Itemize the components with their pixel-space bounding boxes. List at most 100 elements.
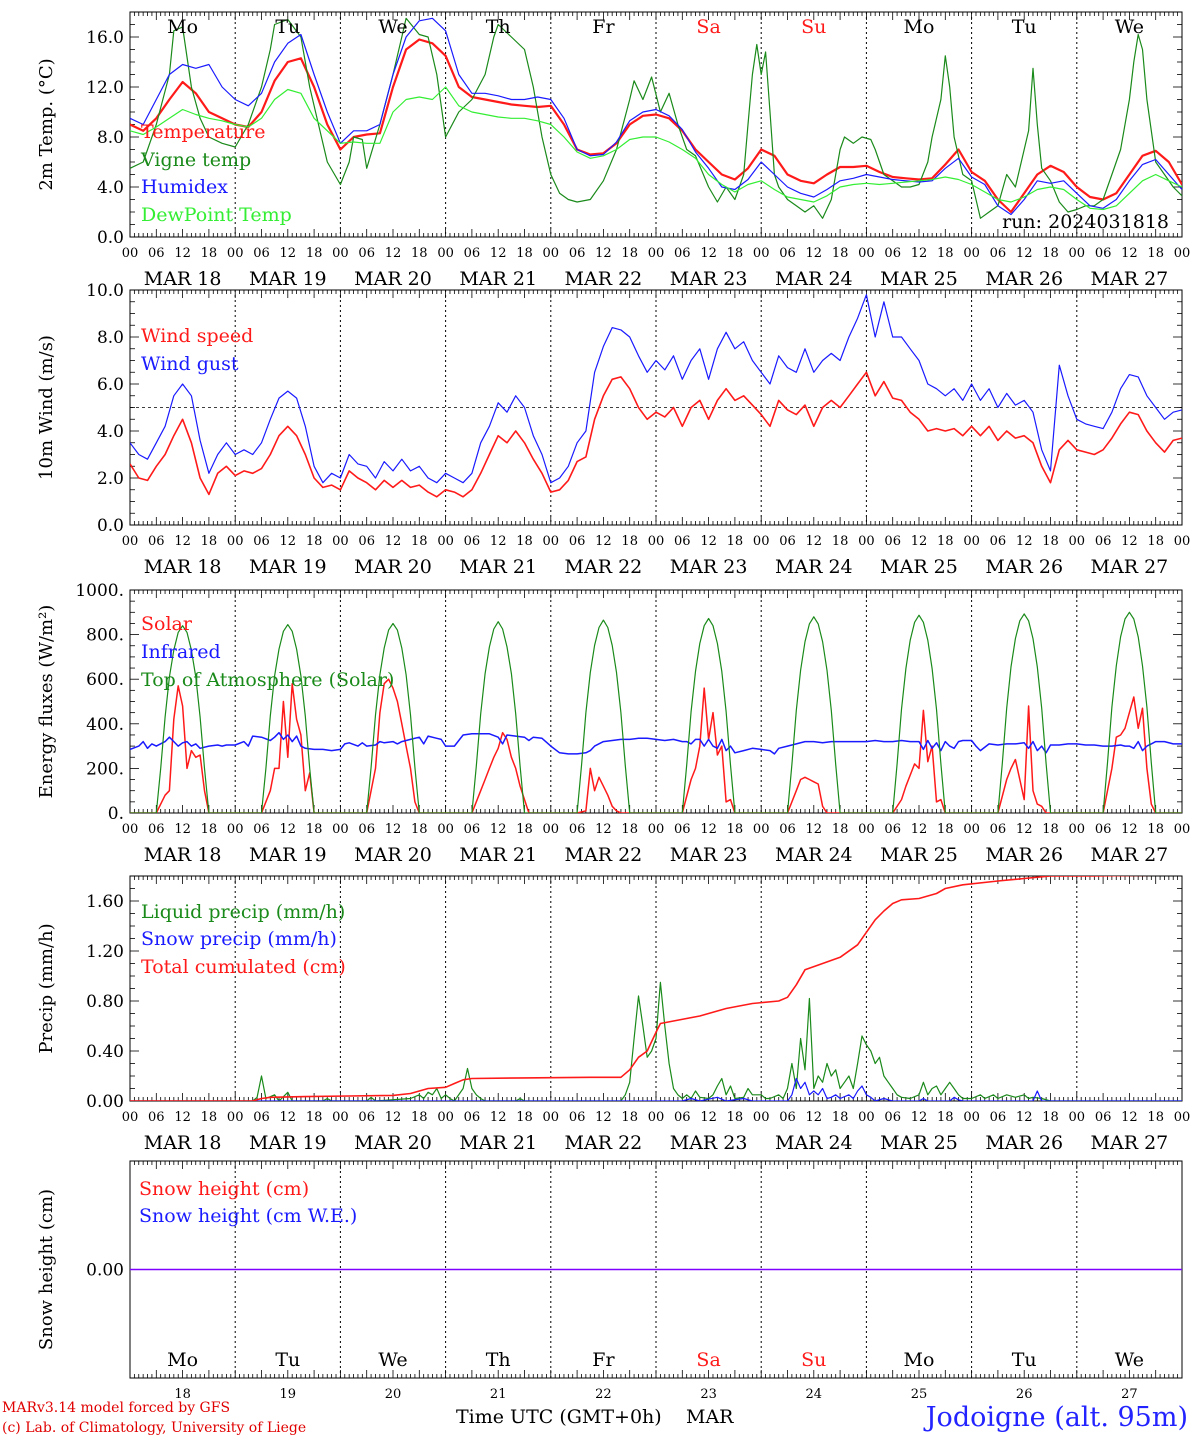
hour-tick-label: 12 <box>280 246 297 261</box>
day-number-label: 24 <box>806 1387 823 1402</box>
date-label: MAR 23 <box>670 268 748 290</box>
hour-tick-label: 00 <box>332 246 349 261</box>
date-label: MAR 22 <box>565 844 643 866</box>
legend-entry: Total cumulated (cm) <box>141 956 346 978</box>
date-label: MAR 26 <box>985 556 1063 578</box>
series-line <box>130 294 1182 484</box>
hour-tick-label: 12 <box>1121 1110 1138 1125</box>
hour-tick-label: 18 <box>411 1110 428 1125</box>
y-tick-label: 0.0 <box>97 228 124 248</box>
hour-tick-label: 12 <box>490 246 507 261</box>
hour-tick-label: 00 <box>963 822 980 837</box>
y-axis-title: 2m Temp. (°C) <box>36 58 57 190</box>
hour-tick-label: 12 <box>595 534 612 549</box>
panel-2: 0.0 2.0 4.0 6.0 8.0 10.0 10m Wind (m/s) Wind sp… <box>36 281 1190 578</box>
weekday-label: Tu <box>275 16 300 38</box>
legend-entry: Vigne temp <box>140 149 251 171</box>
hour-tick-label: 00 <box>332 822 349 837</box>
hour-tick-label: 06 <box>884 1110 901 1125</box>
hour-tick-label: 00 <box>122 534 139 549</box>
weekday-label: We <box>378 16 407 38</box>
month-label: MAR <box>686 1406 734 1428</box>
hour-tick-label: 18 <box>516 534 533 549</box>
weekday-label: Su <box>801 1349 826 1371</box>
hour-tick-label: 12 <box>280 822 297 837</box>
weekday-label: Fr <box>592 1349 615 1371</box>
date-label: MAR 26 <box>985 1132 1063 1154</box>
y-tick-label: 8.0 <box>97 328 124 348</box>
hour-tick-label: 06 <box>990 534 1007 549</box>
hour-tick-label: 12 <box>1121 822 1138 837</box>
date-label: MAR 21 <box>459 1132 537 1154</box>
date-label: MAR 25 <box>880 268 958 290</box>
hour-tick-label: 12 <box>595 822 612 837</box>
date-label: MAR 18 <box>144 1132 222 1154</box>
hour-tick-label: 00 <box>543 822 560 837</box>
hour-tick-label: 06 <box>253 822 270 837</box>
hour-tick-label: 12 <box>490 534 507 549</box>
hour-tick-label: 06 <box>358 246 375 261</box>
hour-tick-label: 00 <box>648 534 665 549</box>
date-label: MAR 19 <box>249 556 327 578</box>
date-label: MAR 22 <box>565 1132 643 1154</box>
hour-tick-label: 18 <box>727 822 744 837</box>
model-credit: MARv3.14 model forced by GFS <box>2 1400 231 1416</box>
hour-tick-label: 12 <box>174 822 191 837</box>
date-label: MAR 27 <box>1091 268 1169 290</box>
hour-tick-label: 18 <box>411 534 428 549</box>
hour-tick-label: 12 <box>174 534 191 549</box>
hour-tick-label: 00 <box>332 534 349 549</box>
hour-tick-label: 18 <box>306 246 323 261</box>
legend-entry: DewPoint Temp <box>141 204 292 226</box>
date-label: MAR 19 <box>249 268 327 290</box>
hour-tick-label: 06 <box>569 1110 586 1125</box>
hour-tick-label: 06 <box>569 534 586 549</box>
hour-tick-label: 06 <box>464 246 481 261</box>
date-label: MAR 20 <box>354 268 432 290</box>
hour-tick-label: 12 <box>1016 246 1033 261</box>
y-tick-label: 16.0 <box>86 28 124 48</box>
hour-tick-label: 00 <box>332 1110 349 1125</box>
y-tick-label: 1000. <box>75 581 124 601</box>
hour-tick-label: 12 <box>280 534 297 549</box>
date-label: MAR 18 <box>144 556 222 578</box>
series-line <box>130 86 1182 211</box>
hour-tick-label: 12 <box>700 822 717 837</box>
hour-tick-label: 12 <box>385 534 402 549</box>
hour-tick-label: 06 <box>990 246 1007 261</box>
y-tick-label: 1.20 <box>86 942 124 962</box>
hour-tick-label: 00 <box>1174 822 1191 837</box>
hour-tick-label: 12 <box>490 1110 507 1125</box>
panel-5: 0.00 Snow height (cm) Snow height (cm) Snow… <box>36 1160 1183 1402</box>
weekday-label: We <box>1115 16 1144 38</box>
hour-tick-label: 00 <box>648 246 665 261</box>
hour-tick-label: 12 <box>806 246 823 261</box>
series-line <box>130 611 1182 813</box>
y-axis-title: 10m Wind (m/s) <box>36 335 57 480</box>
hour-tick-label: 00 <box>858 534 875 549</box>
hour-tick-label: 00 <box>227 822 244 837</box>
hour-tick-label: 00 <box>227 246 244 261</box>
hour-tick-label: 00 <box>543 1110 560 1125</box>
hour-tick-label: 00 <box>1069 534 1086 549</box>
series-line <box>130 678 1182 813</box>
hour-tick-label: 18 <box>516 822 533 837</box>
series-line <box>130 981 1182 1101</box>
hour-tick-label: 18 <box>306 1110 323 1125</box>
hour-tick-label: 12 <box>385 1110 402 1125</box>
weekday-label: Th <box>486 16 511 38</box>
hour-tick-label: 00 <box>858 1110 875 1125</box>
hour-tick-label: 00 <box>437 534 454 549</box>
series-line <box>130 1077 1182 1101</box>
hour-tick-label: 06 <box>148 1110 165 1125</box>
series-line <box>130 876 1153 1101</box>
day-number-label: 23 <box>700 1387 717 1402</box>
y-tick-label: 0.0 <box>97 516 124 536</box>
hour-tick-label: 18 <box>516 1110 533 1125</box>
hour-tick-label: 18 <box>937 822 954 837</box>
date-label: MAR 20 <box>354 556 432 578</box>
hour-tick-label: 18 <box>1042 534 1059 549</box>
hour-tick-label: 06 <box>253 246 270 261</box>
hour-tick-label: 00 <box>437 246 454 261</box>
hour-tick-label: 18 <box>621 534 638 549</box>
